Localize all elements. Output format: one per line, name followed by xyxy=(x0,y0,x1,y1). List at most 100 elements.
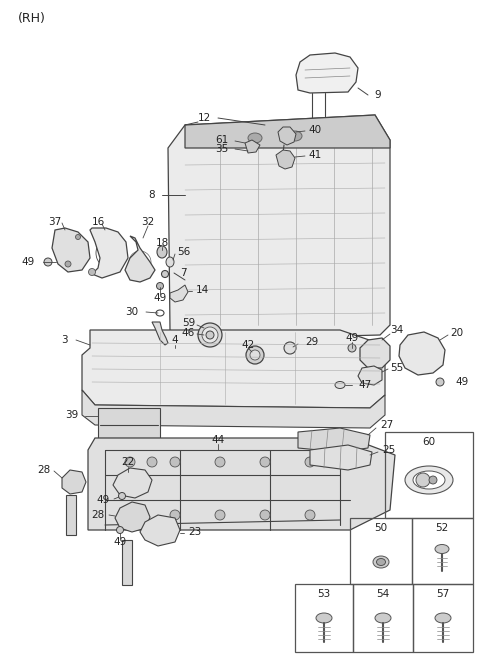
Bar xyxy=(350,518,412,584)
Text: 54: 54 xyxy=(376,589,390,599)
Polygon shape xyxy=(62,470,86,494)
Text: 56: 56 xyxy=(177,247,190,257)
Text: 49: 49 xyxy=(154,293,167,303)
Ellipse shape xyxy=(435,613,451,623)
Text: 47: 47 xyxy=(358,380,371,390)
Ellipse shape xyxy=(166,257,174,267)
Polygon shape xyxy=(276,150,295,169)
Ellipse shape xyxy=(156,283,164,289)
Polygon shape xyxy=(358,366,382,385)
Polygon shape xyxy=(399,332,445,375)
Polygon shape xyxy=(360,338,390,368)
Ellipse shape xyxy=(125,510,135,520)
Text: 41: 41 xyxy=(308,150,322,160)
Polygon shape xyxy=(88,438,395,530)
Text: 30: 30 xyxy=(125,307,138,317)
Ellipse shape xyxy=(170,510,180,520)
Ellipse shape xyxy=(375,613,391,623)
Text: 42: 42 xyxy=(241,340,254,350)
Text: 49: 49 xyxy=(455,377,468,387)
Ellipse shape xyxy=(248,133,262,143)
Ellipse shape xyxy=(416,473,430,487)
Polygon shape xyxy=(113,468,152,498)
Text: 44: 44 xyxy=(211,435,225,445)
Text: 59: 59 xyxy=(182,318,195,328)
Ellipse shape xyxy=(44,258,52,266)
Text: 7: 7 xyxy=(180,268,187,278)
Ellipse shape xyxy=(246,346,264,364)
Text: 57: 57 xyxy=(436,589,450,599)
Ellipse shape xyxy=(373,556,389,568)
Bar xyxy=(66,495,76,535)
Text: (RH): (RH) xyxy=(18,12,46,25)
Ellipse shape xyxy=(284,342,296,354)
Text: 12: 12 xyxy=(198,113,211,123)
Ellipse shape xyxy=(305,510,315,520)
Text: 27: 27 xyxy=(380,420,393,430)
Bar xyxy=(412,518,473,584)
Text: 61: 61 xyxy=(215,135,228,145)
Bar xyxy=(98,408,160,438)
Ellipse shape xyxy=(215,510,225,520)
Ellipse shape xyxy=(215,457,225,467)
Polygon shape xyxy=(185,115,390,148)
Text: 3: 3 xyxy=(61,335,68,345)
Text: 39: 39 xyxy=(65,410,78,420)
Polygon shape xyxy=(245,140,260,153)
Ellipse shape xyxy=(88,268,96,276)
Text: 34: 34 xyxy=(390,325,403,335)
Ellipse shape xyxy=(250,350,260,360)
Ellipse shape xyxy=(119,493,125,499)
Ellipse shape xyxy=(348,344,356,352)
Polygon shape xyxy=(115,502,150,532)
Ellipse shape xyxy=(198,323,222,347)
Polygon shape xyxy=(82,390,385,428)
Polygon shape xyxy=(82,330,385,408)
Bar xyxy=(413,584,473,652)
Text: 25: 25 xyxy=(382,445,395,455)
Ellipse shape xyxy=(435,544,449,554)
Text: 60: 60 xyxy=(422,437,435,447)
Polygon shape xyxy=(278,127,296,145)
Text: 52: 52 xyxy=(435,523,449,533)
Text: 28: 28 xyxy=(37,465,50,475)
Ellipse shape xyxy=(436,378,444,386)
Ellipse shape xyxy=(260,510,270,520)
Ellipse shape xyxy=(279,154,287,159)
Text: 35: 35 xyxy=(215,144,228,154)
Text: 37: 37 xyxy=(48,217,61,227)
Text: 18: 18 xyxy=(156,238,168,248)
Text: 49: 49 xyxy=(97,495,110,505)
Ellipse shape xyxy=(206,331,214,339)
Polygon shape xyxy=(90,228,128,278)
Text: 49: 49 xyxy=(346,333,359,343)
Ellipse shape xyxy=(429,476,437,484)
Text: 14: 14 xyxy=(196,285,209,295)
Polygon shape xyxy=(152,322,168,345)
Ellipse shape xyxy=(288,131,302,141)
Polygon shape xyxy=(298,428,370,452)
Ellipse shape xyxy=(413,471,445,489)
Ellipse shape xyxy=(305,457,315,467)
Ellipse shape xyxy=(405,466,453,494)
Ellipse shape xyxy=(65,261,71,267)
Ellipse shape xyxy=(316,613,332,623)
Text: 20: 20 xyxy=(450,328,463,338)
Text: 53: 53 xyxy=(317,589,331,599)
Bar xyxy=(353,584,413,652)
Ellipse shape xyxy=(156,310,164,316)
Text: 28: 28 xyxy=(92,510,105,520)
Text: 29: 29 xyxy=(305,337,318,347)
Polygon shape xyxy=(168,115,390,340)
Ellipse shape xyxy=(170,457,180,467)
Text: 46: 46 xyxy=(182,328,195,338)
Text: 9: 9 xyxy=(375,90,381,100)
Text: 55: 55 xyxy=(390,363,403,373)
Text: 49: 49 xyxy=(113,537,127,547)
Text: 4: 4 xyxy=(172,335,178,345)
Text: 8: 8 xyxy=(148,190,155,200)
Polygon shape xyxy=(170,285,188,302)
Polygon shape xyxy=(310,445,372,470)
Text: 23: 23 xyxy=(188,527,201,537)
Text: 16: 16 xyxy=(91,217,105,227)
